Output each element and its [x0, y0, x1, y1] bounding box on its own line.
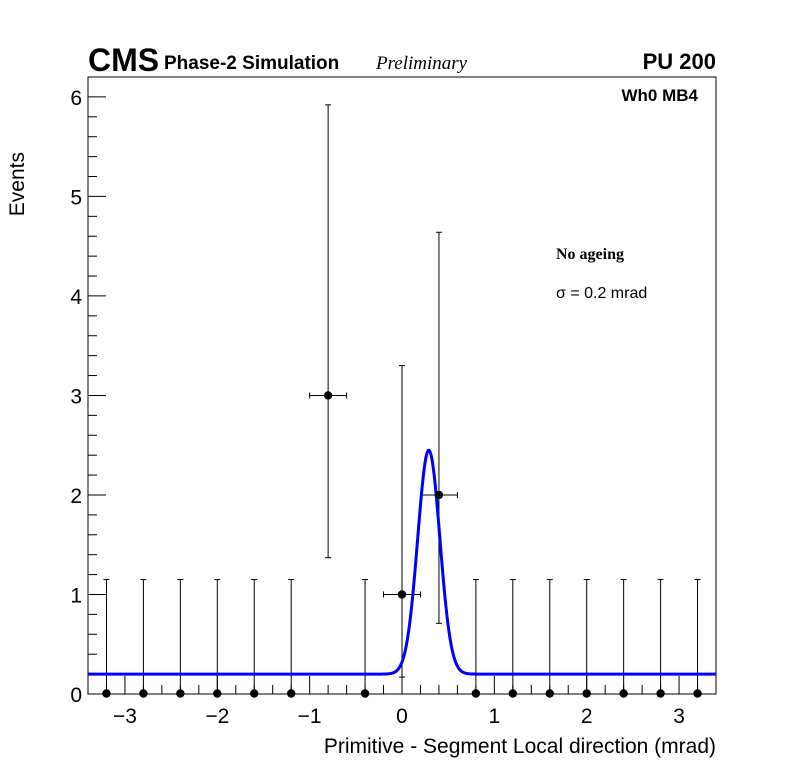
x-tick-label: −1	[298, 705, 322, 728]
y-tick-label: 4	[70, 286, 82, 309]
y-tick-label: 3	[70, 385, 82, 408]
ageing-annotation: No ageing	[556, 246, 624, 263]
y-tick-label: 5	[70, 186, 82, 209]
header-subtitle: Phase-2 Simulation	[164, 53, 339, 74]
data-point	[360, 689, 370, 698]
x-tick-label: 3	[673, 705, 685, 728]
y-tick-label: 2	[70, 485, 82, 508]
data-point	[656, 689, 665, 698]
y-tick-label: 1	[70, 584, 82, 607]
header-pileup: PU 200	[643, 49, 716, 74]
data-point	[286, 689, 296, 698]
data-point	[619, 689, 628, 698]
axis-tick-labels: −3 −2 −1 0 1 2 3 0 1 2 3 4 5 6	[70, 87, 685, 728]
data-point	[250, 689, 259, 698]
data-point	[693, 689, 702, 698]
fit-curve	[88, 448, 716, 676]
data-point	[582, 689, 591, 698]
x-tick-label: 1	[489, 705, 501, 728]
x-axis-title: Primitive - Segment Local direction (mra…	[324, 735, 716, 758]
data-points	[102, 391, 702, 698]
data-point	[397, 590, 407, 599]
y-axis-title: Events	[6, 152, 29, 216]
data-point	[471, 689, 481, 698]
sigma-annotation: σ = 0.2 mrad	[556, 285, 647, 302]
data-point	[102, 689, 111, 698]
data-point	[434, 490, 444, 500]
x-tick-label: −2	[205, 705, 229, 728]
data-point	[139, 689, 148, 698]
x-tick-label: −3	[113, 705, 137, 728]
station-label: Wh0 MB4	[622, 86, 699, 105]
data-point	[508, 689, 518, 698]
header-experiment: CMS	[88, 42, 159, 78]
data-point	[545, 689, 554, 698]
data-point	[176, 689, 185, 698]
x-tick-label: 0	[396, 705, 408, 728]
y-tick-label: 6	[70, 87, 82, 110]
x-tick-label: 2	[581, 705, 593, 728]
header-status: Preliminary	[375, 53, 468, 74]
data-point	[323, 391, 333, 400]
y-tick-label: 0	[70, 684, 82, 707]
data-point	[213, 689, 222, 698]
